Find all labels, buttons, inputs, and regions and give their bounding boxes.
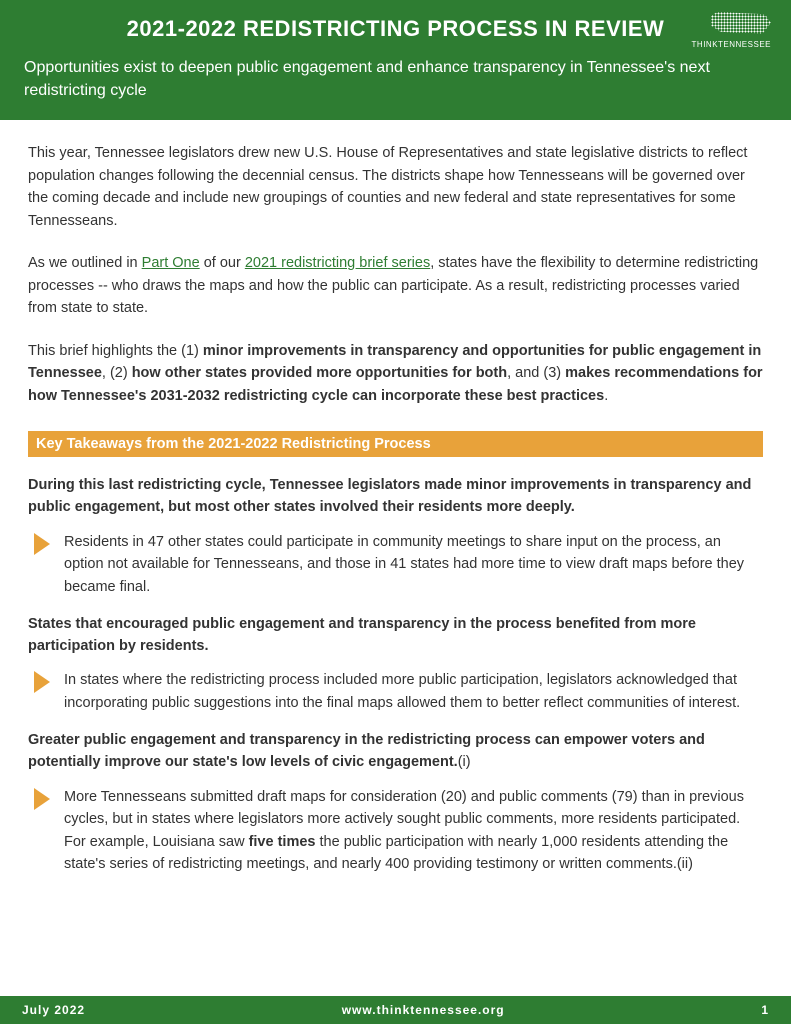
triangle-bullet-icon bbox=[34, 788, 50, 810]
takeaway-2-heading: States that encouraged public engagement… bbox=[28, 614, 763, 658]
intro-paragraph-1: This year, Tennessee legislators drew ne… bbox=[28, 142, 763, 232]
text-fragment: , and (3) bbox=[507, 365, 565, 381]
takeaway-3-bullet: More Tennesseans submitted draft maps fo… bbox=[28, 786, 763, 876]
takeaway-1-heading: During this last redistricting cycle, Te… bbox=[28, 475, 763, 519]
footer-date: July 2022 bbox=[22, 1003, 85, 1017]
takeaway-1-body: Residents in 47 other states could parti… bbox=[64, 531, 763, 598]
header-banner: THINKTENNESSEE 2021-2022 REDISTRICTING P… bbox=[0, 0, 791, 120]
triangle-bullet-icon bbox=[34, 533, 50, 555]
footer-page-number: 1 bbox=[761, 1003, 769, 1017]
section-heading-bar: Key Takeaways from the 2021-2022 Redistr… bbox=[28, 431, 763, 457]
logo-text: THINKTENNESSEE bbox=[692, 40, 771, 49]
page-title: 2021-2022 REDISTRICTING PROCESS IN REVIE… bbox=[24, 16, 767, 42]
intro-paragraph-2: As we outlined in Part One of our 2021 r… bbox=[28, 252, 763, 319]
takeaway-2-body: In states where the redistricting proces… bbox=[64, 669, 763, 714]
takeaway-1-bullet: Residents in 47 other states could parti… bbox=[28, 531, 763, 598]
citation-mark: (i) bbox=[458, 754, 471, 770]
page-subtitle: Opportunities exist to deepen public eng… bbox=[24, 56, 767, 102]
brief-series-link[interactable]: 2021 redistricting brief series bbox=[245, 255, 430, 271]
footer-bar: July 2022 www.thinktennessee.org 1 bbox=[0, 996, 791, 1024]
bold-fragment: Greater public engagement and transparen… bbox=[28, 732, 705, 770]
takeaway-3-body: More Tennesseans submitted draft maps fo… bbox=[64, 786, 763, 876]
intro-paragraph-3: This brief highlights the (1) minor impr… bbox=[28, 340, 763, 407]
bold-fragment: five times bbox=[249, 834, 316, 850]
logo: THINKTENNESSEE bbox=[692, 12, 771, 49]
text-fragment: of our bbox=[200, 255, 245, 271]
bold-fragment: how other states provided more opportuni… bbox=[132, 365, 507, 381]
part-one-link[interactable]: Part One bbox=[142, 255, 200, 271]
takeaway-2-bullet: In states where the redistricting proces… bbox=[28, 669, 763, 714]
text-fragment: . bbox=[604, 388, 608, 404]
text-fragment: As we outlined in bbox=[28, 255, 142, 271]
triangle-bullet-icon bbox=[34, 671, 50, 693]
main-content: This year, Tennessee legislators drew ne… bbox=[0, 120, 791, 901]
takeaway-3-heading: Greater public engagement and transparen… bbox=[28, 730, 763, 774]
footer-url: www.thinktennessee.org bbox=[85, 1003, 761, 1017]
text-fragment: , (2) bbox=[102, 365, 132, 381]
text-fragment: This brief highlights the (1) bbox=[28, 343, 203, 359]
state-shape-icon bbox=[711, 12, 771, 34]
